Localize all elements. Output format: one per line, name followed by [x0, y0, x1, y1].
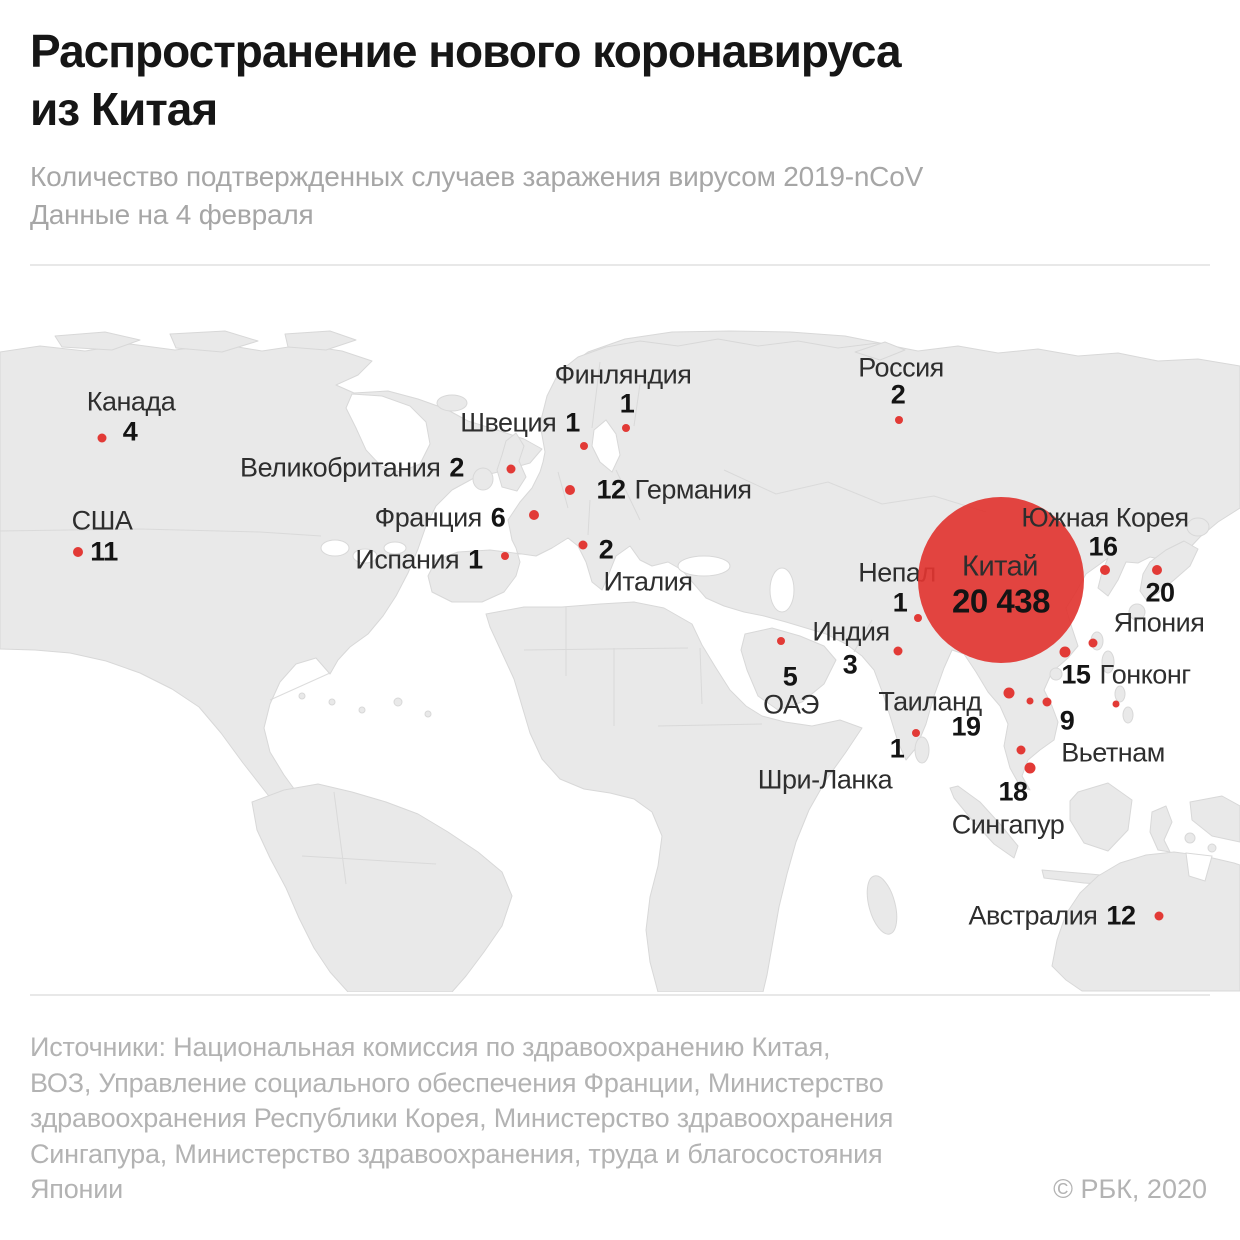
- case-dot-italy: [578, 540, 588, 550]
- country-label-india: Индия: [812, 616, 890, 647]
- case-dot-india: [893, 646, 903, 656]
- country-value-japan: 20: [1145, 577, 1175, 608]
- country-value: 6: [490, 502, 506, 533]
- country-label-sri-lanka: Шри-Ланка: [757, 764, 893, 795]
- country-value-south-korea: 16: [1088, 531, 1118, 562]
- copyright: © РБК, 2020: [1053, 1174, 1207, 1204]
- header-divider: [30, 264, 1210, 266]
- country-value-india: 3: [842, 649, 858, 680]
- case-dot-hong-kong: [1059, 646, 1071, 658]
- case-dot-sri-lanka: [912, 729, 920, 737]
- case-dot-germany: [565, 485, 575, 495]
- country-label-japan: Япония: [1113, 607, 1205, 638]
- case-dot-sweden: [580, 442, 588, 450]
- sources-note: Источники: Национальная комиссия по здра…: [30, 1032, 894, 1204]
- country-label-vietnam: Вьетнам: [1061, 737, 1165, 768]
- country-name: Гонконг: [1099, 659, 1191, 690]
- case-dot-usa: [73, 547, 83, 557]
- case-dot-finland: [622, 424, 630, 432]
- world-map: Канада 4 США 11 Финляндия 1 Швеция 1 Великобрита…: [0, 330, 1240, 992]
- country-label-south-korea: Южная Корея: [1021, 502, 1189, 533]
- landmass-australia: [1051, 851, 1240, 992]
- country-name: Великобритания: [240, 452, 441, 483]
- page-title: Распространение нового коронавируса из К…: [30, 25, 902, 135]
- country-value-sri-lanka: 1: [889, 733, 905, 764]
- country-value-canada: 4: [122, 416, 138, 447]
- case-dot-canada: [97, 433, 107, 443]
- country-value-nepal: 1: [892, 587, 908, 618]
- country-value: 12: [596, 474, 626, 505]
- country-value-thailand: 19: [951, 711, 981, 742]
- case-dot-australia: [1154, 911, 1164, 921]
- country-label-france: Франция 6: [374, 502, 506, 533]
- country-label-china: Китай: [962, 550, 1038, 583]
- country-value-usa: 11: [90, 536, 118, 567]
- landmass-south-america: [251, 783, 513, 992]
- country-value: 12: [1106, 900, 1136, 931]
- case-dot-france: [529, 510, 539, 520]
- case-dot-spain: [501, 552, 509, 560]
- case-dot-extra-0: [1088, 638, 1098, 648]
- country-label-spain: Испания 1: [355, 544, 483, 575]
- country-label-uk: Великобритания 2: [240, 452, 464, 483]
- case-dot-singapore: [1024, 762, 1036, 774]
- country-label-usa: США: [71, 505, 133, 536]
- country-value-china: 20 438: [952, 582, 1050, 620]
- case-dot-uk: [506, 464, 516, 474]
- world-map-svg: [0, 330, 1240, 992]
- case-dot-extra-1: [1026, 697, 1034, 705]
- case-dot-vietnam: [1042, 697, 1052, 707]
- country-label-hong-kong: 15 Гонконг: [1061, 659, 1191, 690]
- landmass-japan: [1139, 540, 1199, 602]
- case-dot-uae: [777, 637, 785, 645]
- country-value: 1: [565, 407, 580, 438]
- country-label-thailand: Таиланд: [878, 686, 982, 717]
- case-dot-russia: [895, 416, 903, 424]
- country-label-russia: Россия: [858, 352, 944, 383]
- country-value: 15: [1061, 659, 1091, 690]
- country-value-vietnam: 9: [1059, 705, 1075, 736]
- landmass-africa: [485, 601, 863, 992]
- country-name: Германия: [634, 474, 753, 505]
- country-name: Австралия: [968, 900, 1098, 931]
- case-dot-thailand: [1003, 687, 1015, 699]
- country-value: 2: [449, 452, 464, 483]
- case-dot-extra-2: [1112, 700, 1120, 708]
- country-value-italy: 2: [598, 534, 614, 565]
- country-label-australia: Австралия 12: [968, 900, 1136, 931]
- country-label-italy: Италия: [603, 566, 693, 597]
- country-label-finland: Финляндия: [554, 359, 692, 390]
- country-value-singapore: 18: [998, 776, 1028, 807]
- case-dot-nepal: [914, 614, 922, 622]
- page-subtitle: Количество подтвержденных случаев зараже…: [30, 161, 924, 230]
- china-bubble: [918, 497, 1084, 663]
- country-label-uae: ОАЭ: [763, 689, 819, 720]
- landmass-britain: [496, 432, 527, 492]
- landmass-arabia: [740, 627, 837, 711]
- country-name: Швеция: [460, 407, 557, 438]
- country-value-finland: 1: [619, 388, 635, 419]
- case-dot-japan: [1152, 565, 1162, 575]
- country-label-sweden: Швеция 1: [460, 407, 580, 438]
- landmass-north-america: [0, 343, 543, 865]
- country-label-canada: Канада: [86, 386, 176, 417]
- country-value-russia: 2: [890, 379, 906, 410]
- country-label-singapore: Сингапур: [951, 809, 1065, 840]
- case-dot-south-korea: [1100, 565, 1110, 575]
- country-name: Франция: [374, 502, 483, 533]
- footer-divider: [30, 994, 1210, 996]
- country-label-germany: 12 Германия: [596, 474, 753, 505]
- case-dot-extra-3: [1016, 745, 1026, 755]
- landmass-eurasia: [427, 338, 1240, 791]
- country-value: 1: [468, 544, 483, 575]
- country-value-uae: 5: [782, 661, 798, 692]
- country-name: Испания: [355, 544, 460, 575]
